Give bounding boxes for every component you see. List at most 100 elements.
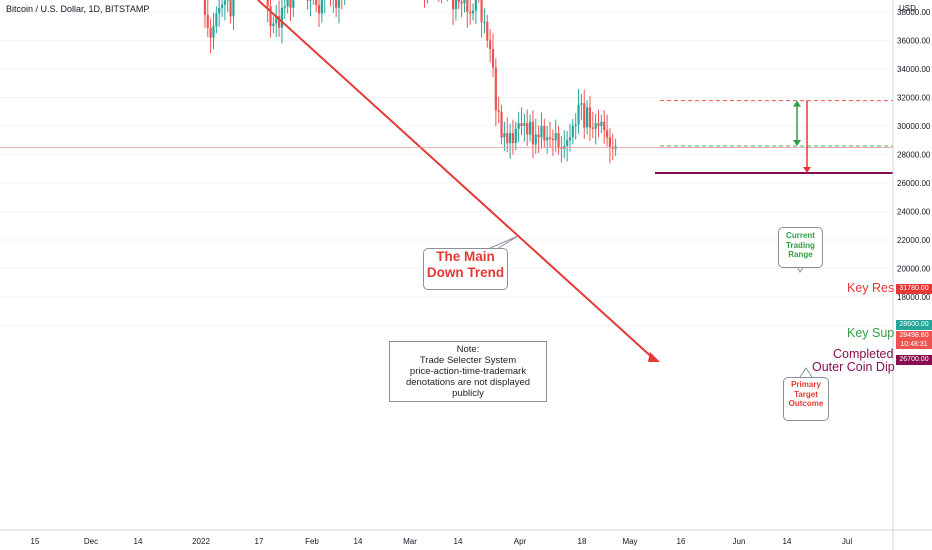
candle-body xyxy=(566,140,569,146)
main-downtrend-line xyxy=(257,0,656,361)
candle-body xyxy=(269,6,272,27)
candle-body xyxy=(551,138,554,141)
candle-body xyxy=(588,107,592,128)
candle-body xyxy=(560,147,563,149)
candle-body xyxy=(223,0,226,5)
callout-line: Trading xyxy=(786,240,815,250)
candle-body xyxy=(586,107,589,128)
candle-body xyxy=(275,16,278,24)
currency-label: USD xyxy=(899,4,916,13)
candle-body xyxy=(280,7,284,28)
x-tick-label: Mar xyxy=(403,537,417,546)
callout-line: Current xyxy=(786,231,815,240)
x-axis: 15 Dec 14 2022 17 Feb 14 Mar 14 Apr 18 May 16 Jun 14 Ju… xyxy=(0,529,932,546)
candle-body xyxy=(335,0,338,8)
x-tick-label: 15 xyxy=(31,537,40,546)
candle-body xyxy=(489,40,492,50)
current-price-tag: 28498.80 xyxy=(896,331,932,340)
x-tick-label: 16 xyxy=(677,537,686,546)
candle-body xyxy=(600,121,603,126)
candle-body xyxy=(528,121,532,135)
candle-body xyxy=(483,21,486,23)
candle-body xyxy=(463,0,466,4)
range-arrowhead-up xyxy=(793,100,801,107)
callout-line: The Main xyxy=(436,249,495,264)
candle-body xyxy=(232,0,235,17)
candle-body xyxy=(292,0,295,8)
y-tick-label: 28000.00 xyxy=(897,151,931,160)
candle-body xyxy=(540,126,543,138)
x-tick-label: 17 xyxy=(255,537,264,546)
candle-body xyxy=(474,0,477,11)
y-tick-label: 18000.00 xyxy=(897,293,931,302)
y-axis: USD16000.0018000.0020000.0022000.0024000… xyxy=(892,0,931,550)
candle-body xyxy=(574,124,577,126)
candle-body xyxy=(218,7,221,14)
callout-line: Down Trend xyxy=(426,265,505,280)
candle-body xyxy=(309,0,312,1)
candle-body xyxy=(203,0,207,15)
y-tick-label: 22000.00 xyxy=(897,236,931,245)
x-tick-label: 14 xyxy=(783,537,792,546)
current-range-callout: Current Trading Range xyxy=(778,227,823,268)
x-tick-label: 14 xyxy=(454,537,463,546)
candle-body xyxy=(220,4,224,8)
candle-body xyxy=(514,128,517,144)
candle-body xyxy=(266,0,269,7)
candle-body xyxy=(454,0,458,10)
candle-body xyxy=(605,130,609,138)
candle-body xyxy=(500,111,503,138)
main-callout-pointer xyxy=(487,235,519,250)
key-res-label: Key Res xyxy=(847,281,895,295)
candle-body xyxy=(503,133,506,138)
candle-body xyxy=(554,133,557,141)
callout-line: Outcome xyxy=(788,399,824,408)
x-tick-label: 14 xyxy=(354,537,363,546)
candle-body xyxy=(229,0,232,17)
note-line: Trade Selecter System xyxy=(419,355,517,366)
candle-body xyxy=(466,0,469,12)
candle-body xyxy=(320,0,323,14)
callout-line: Range xyxy=(788,250,813,259)
candle-body xyxy=(537,134,540,138)
candle-body xyxy=(317,4,321,14)
candles xyxy=(203,0,617,164)
candle-body xyxy=(306,0,309,1)
y-tick-label: 24000.00 xyxy=(897,208,931,217)
downtrend-arrowhead xyxy=(648,352,660,362)
y-tick-label: 36000.00 xyxy=(897,37,931,46)
candle-body xyxy=(597,123,600,126)
primary-target-callout: Primary Target Outcome xyxy=(783,377,829,421)
candle-body xyxy=(457,0,460,3)
x-tick-label: Jul xyxy=(842,537,852,546)
candle-body xyxy=(226,0,229,1)
candle-body xyxy=(531,121,535,145)
candle-body xyxy=(494,67,497,111)
candle-body xyxy=(491,49,495,68)
candle-body xyxy=(583,103,586,128)
key-sup-price-tag: 28600.00 xyxy=(896,320,932,330)
candle-body xyxy=(594,123,597,129)
candle-body xyxy=(497,110,500,112)
y-tick-label: 32000.00 xyxy=(897,94,931,103)
candle-body xyxy=(577,104,580,125)
candle-body xyxy=(486,21,489,41)
candle-body xyxy=(608,137,612,148)
overlays xyxy=(0,0,893,378)
x-tick-label: Jun xyxy=(733,537,746,546)
target-callout-pointer xyxy=(799,367,813,378)
x-tick-label: Feb xyxy=(305,537,319,546)
candle-body xyxy=(548,137,552,139)
candle-body xyxy=(272,23,275,27)
candle-body xyxy=(568,137,572,141)
candle-body xyxy=(534,134,537,145)
candle-body xyxy=(571,126,574,138)
candle-body xyxy=(337,0,341,8)
y-tick-label: 26000.00 xyxy=(897,179,931,188)
x-tick-label: May xyxy=(622,537,637,546)
candle-body xyxy=(557,133,560,148)
range-arrowhead-down xyxy=(793,139,801,146)
callout-line: Target xyxy=(794,389,818,399)
candle-body xyxy=(460,2,463,4)
candle-body xyxy=(603,121,606,131)
